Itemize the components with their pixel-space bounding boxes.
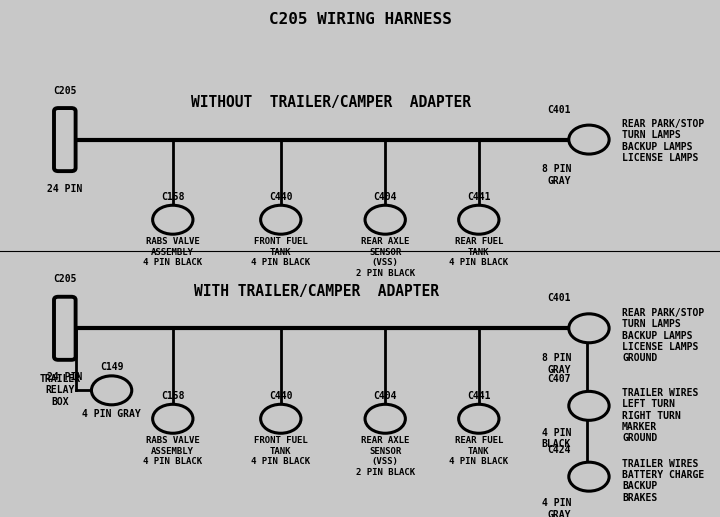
Text: REAR PARK/STOP: REAR PARK/STOP [622, 308, 704, 318]
Text: BRAKES: BRAKES [622, 493, 657, 503]
Text: TURN LAMPS: TURN LAMPS [622, 319, 681, 329]
Text: RIGHT TURN: RIGHT TURN [622, 410, 681, 421]
Text: C440: C440 [269, 391, 292, 401]
Text: FRONT FUEL
TANK
4 PIN BLACK: FRONT FUEL TANK 4 PIN BLACK [251, 237, 310, 267]
Text: WITH TRAILER/CAMPER  ADAPTER: WITH TRAILER/CAMPER ADAPTER [194, 283, 439, 299]
Text: TRAILER WIRES: TRAILER WIRES [622, 459, 698, 469]
Text: REAR FUEL
TANK
4 PIN BLACK: REAR FUEL TANK 4 PIN BLACK [449, 436, 508, 466]
Text: C205: C205 [53, 86, 76, 96]
Text: REAR FUEL
TANK
4 PIN BLACK: REAR FUEL TANK 4 PIN BLACK [449, 237, 508, 267]
Text: C407: C407 [547, 374, 571, 384]
Circle shape [153, 205, 193, 234]
Text: C158: C158 [161, 391, 184, 401]
Text: 24 PIN: 24 PIN [48, 184, 82, 193]
Text: C149: C149 [100, 362, 123, 372]
Text: TURN LAMPS: TURN LAMPS [622, 130, 681, 141]
Text: C404: C404 [374, 192, 397, 202]
Text: BACKUP LAMPS: BACKUP LAMPS [622, 142, 693, 152]
Text: 4 PIN
BLACK: 4 PIN BLACK [541, 428, 571, 449]
Text: C401: C401 [547, 294, 571, 303]
Text: 4 PIN GRAY: 4 PIN GRAY [82, 409, 141, 419]
Circle shape [153, 404, 193, 433]
Text: C424: C424 [547, 445, 571, 455]
Text: C401: C401 [547, 105, 571, 115]
Text: GROUND: GROUND [622, 353, 657, 363]
Text: C205: C205 [53, 275, 76, 284]
Text: C440: C440 [269, 192, 292, 202]
Text: REAR AXLE
SENSOR
(VSS)
2 PIN BLACK: REAR AXLE SENSOR (VSS) 2 PIN BLACK [356, 436, 415, 477]
Text: 4 PIN
GRAY: 4 PIN GRAY [541, 498, 571, 517]
Text: BATTERY CHARGE: BATTERY CHARGE [622, 470, 704, 480]
Text: REAR PARK/STOP: REAR PARK/STOP [622, 119, 704, 129]
Text: LICENSE LAMPS: LICENSE LAMPS [622, 342, 698, 352]
Circle shape [261, 205, 301, 234]
Text: C205 WIRING HARNESS: C205 WIRING HARNESS [269, 11, 451, 27]
Circle shape [459, 205, 499, 234]
Text: 8 PIN
GRAY: 8 PIN GRAY [541, 164, 571, 186]
Text: 24 PIN: 24 PIN [48, 372, 82, 382]
Text: WITHOUT  TRAILER/CAMPER  ADAPTER: WITHOUT TRAILER/CAMPER ADAPTER [192, 95, 471, 110]
Circle shape [365, 404, 405, 433]
Text: TRAILER
RELAY
BOX: TRAILER RELAY BOX [40, 374, 81, 407]
Text: C404: C404 [374, 391, 397, 401]
Text: RABS VALVE
ASSEMBLY
4 PIN BLACK: RABS VALVE ASSEMBLY 4 PIN BLACK [143, 237, 202, 267]
Text: MARKER: MARKER [622, 422, 657, 432]
Text: REAR AXLE
SENSOR
(VSS)
2 PIN BLACK: REAR AXLE SENSOR (VSS) 2 PIN BLACK [356, 237, 415, 278]
FancyBboxPatch shape [54, 297, 76, 360]
Text: FRONT FUEL
TANK
4 PIN BLACK: FRONT FUEL TANK 4 PIN BLACK [251, 436, 310, 466]
Circle shape [459, 404, 499, 433]
Text: C441: C441 [467, 391, 490, 401]
Text: RABS VALVE
ASSEMBLY
4 PIN BLACK: RABS VALVE ASSEMBLY 4 PIN BLACK [143, 436, 202, 466]
Text: GROUND: GROUND [622, 433, 657, 444]
Circle shape [365, 205, 405, 234]
Circle shape [569, 391, 609, 420]
Circle shape [91, 376, 132, 405]
FancyBboxPatch shape [54, 108, 76, 171]
Text: LEFT TURN: LEFT TURN [622, 399, 675, 409]
Text: C441: C441 [467, 192, 490, 202]
Text: LICENSE LAMPS: LICENSE LAMPS [622, 153, 698, 163]
Text: BACKUP: BACKUP [622, 481, 657, 492]
Text: C158: C158 [161, 192, 184, 202]
Circle shape [569, 125, 609, 154]
Text: 8 PIN
GRAY: 8 PIN GRAY [541, 353, 571, 375]
Text: TRAILER WIRES: TRAILER WIRES [622, 388, 698, 398]
Text: BACKUP LAMPS: BACKUP LAMPS [622, 330, 693, 341]
Circle shape [569, 314, 609, 343]
Circle shape [569, 462, 609, 491]
Circle shape [261, 404, 301, 433]
